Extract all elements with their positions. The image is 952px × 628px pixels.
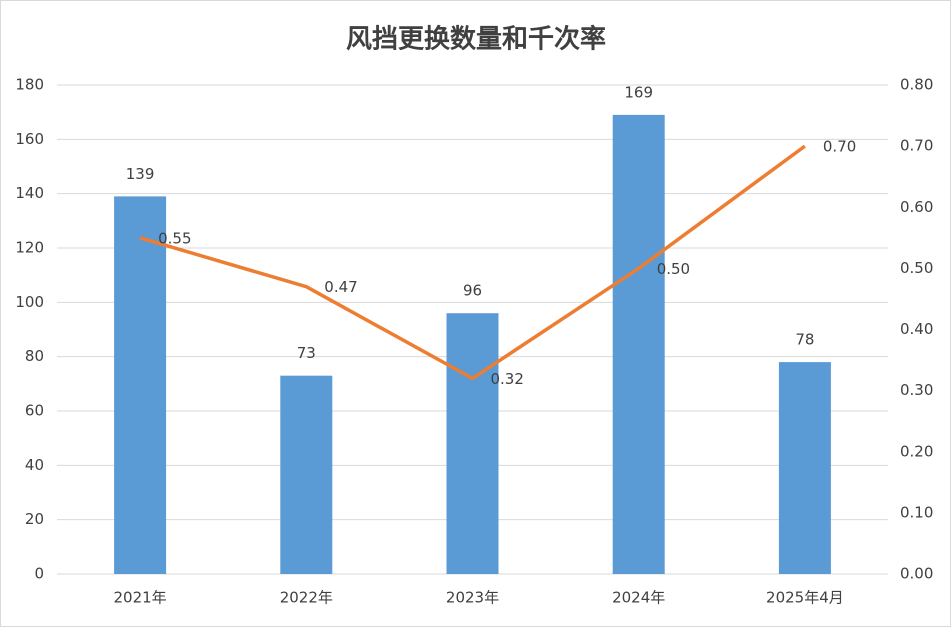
x-tick-label: 2023年 <box>446 589 499 607</box>
data-label: 0.55 <box>158 229 191 247</box>
y-tick-label: 160 <box>15 130 44 148</box>
y2-tick-label: 0.30 <box>900 381 933 399</box>
y-tick-label: 180 <box>15 76 44 94</box>
y2-tick-label: 0.50 <box>900 259 933 277</box>
y2-tick-label: 0.00 <box>900 565 933 583</box>
x-tick-label: 2024年 <box>612 589 665 607</box>
data-label: 78 <box>795 331 814 349</box>
bar <box>114 196 167 574</box>
line <box>139 144 806 381</box>
bar <box>612 114 665 574</box>
y2-tick-label: 0.60 <box>900 198 933 216</box>
y2-tick-label: 0.40 <box>900 320 933 338</box>
data-label: 0.47 <box>324 278 357 296</box>
y-tick-label: 140 <box>15 184 44 202</box>
y2-tick-label: 0.20 <box>900 442 933 460</box>
data-label: 0.70 <box>823 138 856 156</box>
y-tick-label: 20 <box>25 510 44 528</box>
bar <box>280 375 333 574</box>
y-tick-label: 80 <box>25 347 44 365</box>
x-tick-label: 2021年 <box>114 589 167 607</box>
data-label: 96 <box>463 282 482 300</box>
y2-tick-label: 0.70 <box>900 137 933 155</box>
x-tick-label: 2025年4月 <box>766 589 844 607</box>
y-tick-label: 0 <box>34 565 44 583</box>
x-tick-label: 2022年 <box>280 589 333 607</box>
y2-tick-label: 0.10 <box>900 503 933 521</box>
data-label: 169 <box>624 83 653 101</box>
data-label: 0.50 <box>657 260 690 278</box>
chart-title: 风挡更换数量和千次率 <box>346 24 606 55</box>
y-tick-label: 100 <box>15 293 44 311</box>
bar <box>446 313 499 574</box>
y2-tick-label: 0.80 <box>900 76 933 94</box>
bar <box>778 362 831 574</box>
data-label: 139 <box>126 165 155 183</box>
y-tick-label: 120 <box>15 239 44 257</box>
y-tick-label: 40 <box>25 456 44 474</box>
data-label: 73 <box>297 344 316 362</box>
data-label: 0.32 <box>491 370 524 388</box>
y-tick-label: 60 <box>25 402 44 420</box>
